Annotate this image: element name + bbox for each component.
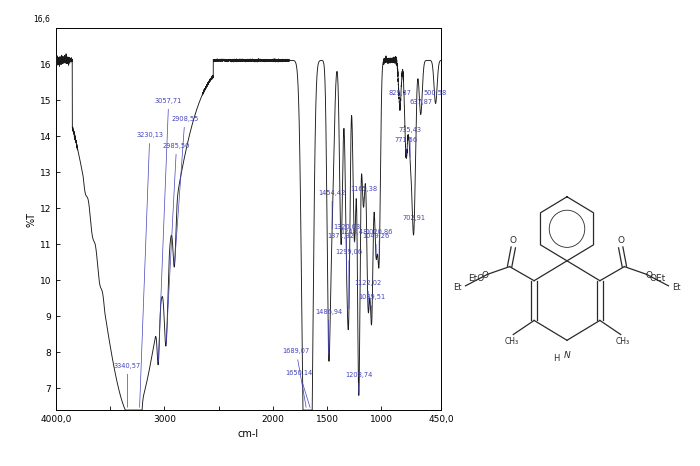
Text: 829,37: 829,37	[389, 90, 412, 103]
Text: CH₃: CH₃	[615, 337, 630, 346]
Text: 3340,57: 3340,57	[114, 363, 141, 407]
Text: Et: Et	[454, 282, 462, 292]
Text: 2908,55: 2908,55	[172, 116, 199, 264]
Text: EtO: EtO	[468, 274, 484, 283]
Text: O: O	[482, 271, 489, 280]
Text: 1486,94: 1486,94	[315, 308, 342, 355]
Text: 1020,86: 1020,86	[365, 229, 393, 259]
Text: O: O	[645, 271, 652, 280]
Text: 3057,71: 3057,71	[155, 98, 182, 362]
Text: 1454,42: 1454,42	[318, 190, 346, 229]
Text: 1371,32: 1371,32	[328, 233, 355, 245]
Text: 1089,51: 1089,51	[358, 294, 385, 320]
Text: 1049,26: 1049,26	[363, 233, 390, 255]
Text: 637,87: 637,87	[410, 99, 433, 112]
Text: 702,91: 702,91	[402, 215, 425, 232]
Text: 1248,48: 1248,48	[341, 229, 368, 242]
Text: 1689,07: 1689,07	[283, 348, 310, 407]
Text: 1320,03: 1320,03	[333, 224, 360, 274]
Text: N: N	[564, 351, 570, 360]
Text: 1650,14: 1650,14	[286, 370, 313, 407]
Text: 1299,06: 1299,06	[335, 249, 363, 308]
Text: 1122,02: 1122,02	[354, 280, 382, 308]
Text: 500,58: 500,58	[424, 90, 447, 103]
Text: 16,6: 16,6	[33, 15, 50, 24]
Text: 1208,74: 1208,74	[345, 372, 372, 393]
Text: 3230,13: 3230,13	[136, 132, 163, 407]
X-axis label: cm-l: cm-l	[238, 430, 259, 439]
Text: Et: Et	[672, 282, 680, 292]
Text: O: O	[510, 236, 517, 245]
Y-axis label: %T: %T	[27, 212, 37, 226]
Text: OEt: OEt	[650, 274, 666, 283]
Text: 735,43: 735,43	[398, 126, 421, 157]
Text: O: O	[617, 236, 624, 245]
Text: CH₃: CH₃	[504, 337, 519, 346]
Text: H: H	[554, 354, 560, 363]
Text: 1165,38: 1165,38	[350, 186, 377, 205]
Text: 771,56: 771,56	[395, 137, 418, 154]
Text: 2985,50: 2985,50	[163, 143, 190, 343]
